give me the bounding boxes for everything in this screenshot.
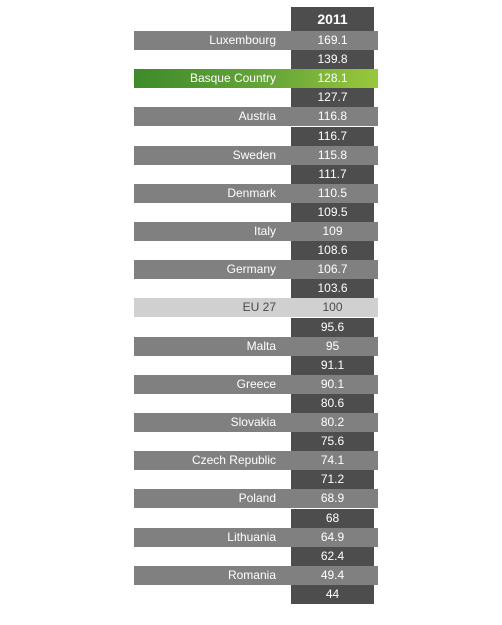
row-label: Czech Republic — [191, 453, 276, 467]
table-row: Greece 90.1 — [0, 375, 502, 394]
table-row: Italy 109 — [0, 222, 502, 241]
row-value: 49.4 — [320, 568, 345, 582]
row-value: 108.6 — [291, 241, 374, 260]
table-row: 91.1 — [0, 356, 502, 375]
row-value: 68 — [291, 509, 374, 528]
row-label: Poland — [238, 491, 276, 505]
table-row: Czech Republic 74.1 — [0, 451, 502, 470]
table-row: Slovakia 80.2 — [0, 413, 502, 432]
row-label: Lithuania — [227, 530, 276, 544]
row-label: Sweden — [232, 148, 276, 162]
row-value: 80.2 — [320, 415, 345, 429]
label-band — [134, 451, 378, 470]
table-row: EU 27 100 — [0, 298, 502, 317]
label-band — [134, 566, 378, 585]
table-row: 127.7 — [0, 88, 502, 107]
table-row: 116.7 — [0, 127, 502, 146]
row-label: EU 27 — [242, 300, 276, 314]
label-band — [134, 489, 378, 508]
reference-band — [134, 298, 378, 317]
row-value: 127.7 — [291, 88, 374, 107]
label-band — [134, 184, 378, 203]
table-row: Sweden 115.8 — [0, 146, 502, 165]
table-row: 62.4 — [0, 547, 502, 566]
row-value: 116.8 — [317, 109, 348, 123]
table-row: 44 — [0, 585, 502, 604]
row-value: 74.1 — [320, 453, 345, 467]
row-label: Austria — [238, 109, 276, 123]
row-value: 64.9 — [320, 530, 345, 544]
table-row: 68 — [0, 509, 502, 528]
table-row: Romania 49.4 — [0, 566, 502, 585]
table-row: Austria 116.8 — [0, 107, 502, 126]
label-band — [134, 413, 378, 432]
row-label: Luxembourg — [209, 33, 276, 47]
row-value: 110.5 — [317, 186, 348, 200]
row-value: 115.8 — [317, 148, 348, 162]
table-row: 103.6 — [0, 279, 502, 298]
row-value: 71.2 — [291, 470, 374, 489]
table-row: 75.6 — [0, 432, 502, 451]
table-row: 109.5 — [0, 203, 502, 222]
table-row: Germany 106.7 — [0, 260, 502, 279]
row-label: Romania — [227, 568, 276, 582]
label-band — [134, 337, 378, 356]
row-value: 109 — [322, 224, 343, 238]
row-value: 139.8 — [291, 50, 374, 69]
label-band — [134, 107, 378, 126]
row-value: 44 — [291, 585, 374, 604]
table-row: Poland 68.9 — [0, 489, 502, 508]
table-row: 108.6 — [0, 241, 502, 260]
row-value: 106.7 — [317, 262, 348, 276]
row-value: 91.1 — [291, 356, 374, 375]
row-label: Greece — [236, 377, 276, 391]
row-label: Basque Country — [189, 71, 276, 85]
row-value: 90.1 — [320, 377, 345, 391]
row-value: 75.6 — [291, 432, 374, 451]
highlight-band — [134, 69, 378, 88]
row-value: 100 — [322, 300, 343, 314]
row-value: 109.5 — [291, 203, 374, 222]
row-value: 95 — [325, 339, 340, 353]
label-band — [134, 222, 378, 241]
table-row: Lithuania 64.9 — [0, 528, 502, 547]
table-row: 95.6 — [0, 318, 502, 337]
row-value: 103.6 — [291, 279, 374, 298]
row-value: 116.7 — [291, 127, 374, 146]
row-label: Italy — [253, 224, 276, 238]
label-band — [134, 375, 378, 394]
label-band — [134, 528, 378, 547]
row-label: Denmark — [227, 186, 276, 200]
table-row: 139.8 — [0, 50, 502, 69]
row-value: 62.4 — [291, 547, 374, 566]
row-value: 169.1 — [317, 33, 348, 47]
table-row: 71.2 — [0, 470, 502, 489]
table-row: 80.6 — [0, 394, 502, 413]
table-row: Basque Country 128.1 — [0, 69, 502, 88]
row-value: 128.1 — [317, 71, 348, 85]
row-value: 80.6 — [291, 394, 374, 413]
table-row: Denmark 110.5 — [0, 184, 502, 203]
label-band — [134, 260, 378, 279]
label-band — [134, 31, 378, 50]
table-row: 111.7 — [0, 165, 502, 184]
row-value: 68.9 — [320, 491, 345, 505]
row-label: Malta — [246, 339, 276, 353]
row-label: Slovakia — [230, 415, 276, 429]
row-value: 95.6 — [291, 318, 374, 337]
row-value: 111.7 — [291, 165, 374, 184]
table-row: Luxembourg 169.1 — [0, 31, 502, 50]
table-row: Malta 95 — [0, 337, 502, 356]
row-label: Germany — [226, 262, 276, 276]
label-band — [134, 146, 378, 165]
column-header-year: 2011 — [291, 7, 374, 31]
